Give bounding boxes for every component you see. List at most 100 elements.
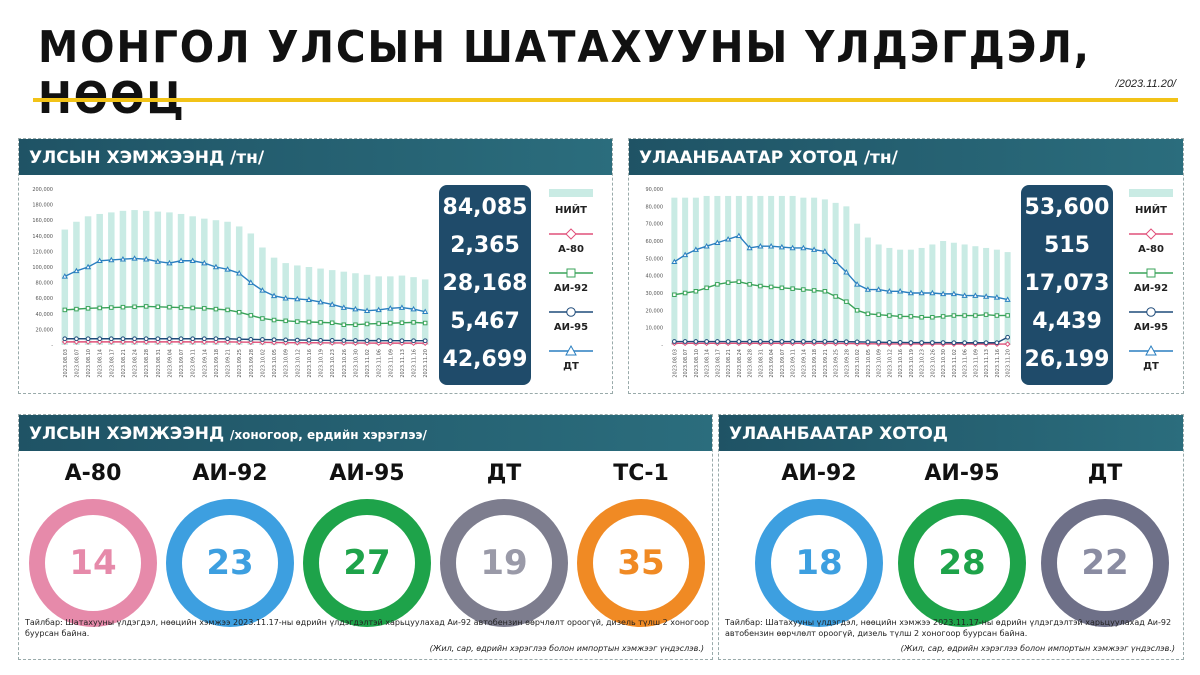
legend-swatch	[549, 228, 593, 240]
national-ai95-value: 5,467	[450, 309, 520, 334]
series-point	[736, 279, 742, 284]
series-point	[844, 299, 849, 304]
total-bar	[224, 221, 231, 345]
legend-marker	[1145, 344, 1157, 356]
series-point	[864, 286, 871, 292]
ub-ai95-value: 4,439	[1032, 309, 1102, 334]
x-tick-label: 2023.11.02	[952, 349, 958, 378]
series-point	[682, 251, 689, 258]
total-bar	[328, 270, 336, 345]
series-point	[154, 258, 161, 264]
donut-ring: 27	[303, 499, 431, 627]
series-point	[271, 337, 277, 343]
series-point	[294, 295, 301, 302]
national-dt-value: 42,699	[442, 347, 528, 372]
report-date: /2023.11.20/	[1115, 78, 1176, 90]
series-point	[411, 320, 416, 325]
total-bar	[235, 226, 243, 345]
series-point	[120, 304, 126, 310]
x-tick-label: 2023.08.03	[63, 349, 69, 378]
series-point	[832, 258, 839, 265]
national-chart-header: УЛСЫН ХЭМЖЭЭНД /тн/	[19, 139, 612, 175]
x-tick-label: 2023.08.28	[748, 349, 754, 378]
legend-marker	[1146, 268, 1156, 278]
x-tick-label: 2023.08.14	[98, 349, 104, 378]
national-total-value: 84,085	[442, 195, 528, 220]
ub-days-note: Тайлбар: Шатахууны үлдэгдэл, нөөцийн хэм…	[725, 618, 1172, 638]
series-point	[225, 307, 230, 313]
series-point	[1004, 341, 1011, 348]
national-values-box: 84,085 2,365 28,168 5,467 42,699	[439, 185, 531, 385]
x-tick-label: 2023.11.13	[400, 349, 406, 378]
donut-days-value: 27	[343, 543, 391, 583]
series-point	[236, 309, 242, 315]
x-tick-label: 2023.09.14	[202, 349, 208, 378]
series-point	[329, 338, 335, 343]
series-point	[768, 339, 774, 344]
series-point	[919, 315, 924, 320]
y-tick-label: 70,000	[646, 222, 664, 228]
series-point	[1005, 313, 1010, 318]
series-point	[190, 305, 195, 311]
y-tick-label: 160,000	[32, 218, 53, 224]
x-tick-label: 2023.10.19	[319, 349, 325, 378]
series-point	[983, 293, 990, 299]
legend-marker	[565, 228, 577, 240]
y-tick-label: 20,000	[36, 327, 54, 333]
total-bar	[294, 265, 301, 345]
series-point	[801, 287, 806, 292]
total-bar	[735, 195, 742, 345]
series-point	[119, 255, 126, 262]
series-point	[143, 336, 149, 342]
ub-chart-title: УЛААНБААТАР ХОТОД /тн/	[639, 148, 898, 168]
series-point	[236, 270, 243, 276]
legend-item: АИ-95	[547, 304, 595, 342]
total-bar	[96, 213, 103, 345]
series-point	[962, 313, 967, 318]
series-point	[167, 304, 172, 310]
series-point	[821, 248, 828, 254]
legend-marker	[565, 344, 577, 356]
total-bar	[843, 206, 850, 345]
series-point	[876, 339, 881, 345]
series-point	[399, 338, 405, 344]
legend-item: АИ-92	[1127, 265, 1175, 303]
series-point	[704, 285, 709, 291]
series-point	[282, 294, 289, 301]
x-tick-label: 2023.10.02	[260, 349, 266, 378]
ub-days-header: УЛААНБААТАР ХОТОД	[719, 415, 1183, 451]
donut-ring: 18	[755, 499, 883, 627]
x-tick-label: 2023.10.05	[866, 349, 872, 378]
series-point	[329, 301, 336, 307]
x-tick-label: 2023.11.09	[973, 349, 979, 378]
total-bar	[671, 197, 678, 345]
x-tick-label: 2023.10.26	[342, 349, 348, 378]
series-point	[201, 259, 208, 266]
ub-chart-header: УЛААНБААТАР ХОТОД /тн/	[629, 139, 1183, 175]
series-point	[189, 257, 196, 264]
x-tick-label: 2023.10.09	[877, 349, 883, 378]
legend-item: А-80	[547, 226, 595, 264]
x-tick-label: 2023.09.07	[780, 349, 786, 378]
series-point	[811, 246, 818, 252]
ub-values-box: 53,600 515 17,073 4,439 26,199	[1021, 185, 1113, 385]
series-line	[64, 341, 426, 344]
total-bar	[907, 249, 914, 345]
series-point	[97, 336, 103, 342]
x-tick-label: 2023.09.18	[214, 349, 220, 378]
series-point	[282, 339, 289, 346]
ub-days-source: (Жил, сар, өдрийн хэрэглээ болон импорты…	[900, 644, 1175, 653]
y-tick-label: 140,000	[32, 234, 53, 240]
series-point	[73, 267, 80, 274]
series-point	[929, 289, 936, 296]
donut-days-value: 28	[938, 543, 986, 583]
series-point	[736, 339, 742, 344]
total-bar	[746, 195, 753, 345]
total-bar	[142, 210, 150, 345]
total-bar	[832, 202, 839, 345]
y-tick-label: 200,000	[32, 187, 53, 193]
x-tick-label: 2023.08.21	[121, 349, 127, 378]
donut-fuel-label: АИ-95	[329, 461, 405, 486]
series-point	[143, 255, 150, 262]
legend-label: НИЙТ	[555, 205, 587, 216]
